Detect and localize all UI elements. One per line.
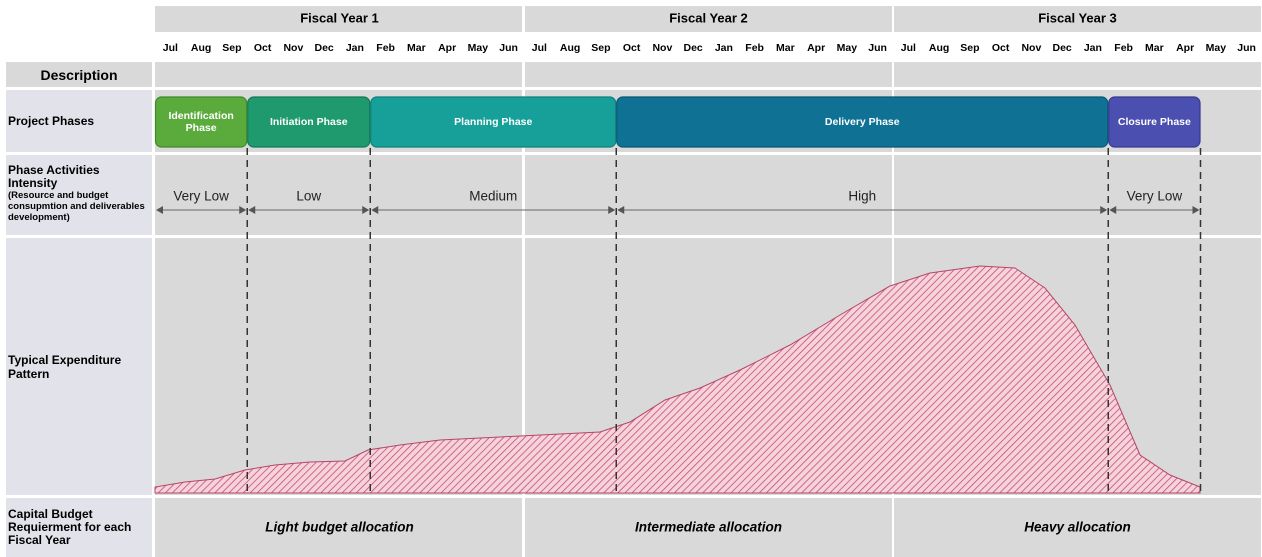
row-cell xyxy=(525,498,892,557)
phase-box xyxy=(247,96,371,148)
phase-label: Closure Phase xyxy=(1117,116,1191,128)
month-label: Jun xyxy=(1237,42,1256,54)
month-label: Feb xyxy=(745,42,764,54)
month-label: Dec xyxy=(1052,42,1071,54)
intensity-label: Very Low xyxy=(173,189,229,204)
fy-header xyxy=(155,6,522,32)
row-cell xyxy=(525,62,892,87)
phase-box xyxy=(370,96,617,148)
month-label: Jan xyxy=(715,42,733,54)
fy-header xyxy=(525,6,892,32)
expenditure-curve xyxy=(154,265,1201,494)
row-label-cell xyxy=(6,155,152,235)
intensity-label: Very Low xyxy=(1127,189,1183,204)
row-label-note: (Resource and budget consupmtion and del… xyxy=(8,190,145,223)
month-label: Jun xyxy=(868,42,887,54)
phase-label-text: Initiation Phase xyxy=(269,116,348,128)
row-label-text: Project Phases xyxy=(8,114,95,128)
month-label: Dec xyxy=(683,42,702,54)
month-label: Aug xyxy=(191,42,211,54)
phase-label-text: Identification Phase xyxy=(168,110,234,134)
month-label: Nov xyxy=(283,42,303,54)
phase-label-text: Delivery Phase xyxy=(824,116,900,128)
row-cell xyxy=(525,155,892,235)
allocation-label: Intermediate allocation xyxy=(635,520,782,535)
month-label: May xyxy=(837,42,858,54)
row-label: Description xyxy=(40,66,118,83)
month-label: Feb xyxy=(1114,42,1133,54)
month-label: Dec xyxy=(314,42,333,54)
phase-label-text: Closure Phase xyxy=(1117,116,1191,128)
intensity-label: High xyxy=(848,189,876,204)
month-label: May xyxy=(1206,42,1227,54)
row-label-cell xyxy=(6,238,152,495)
fy-header xyxy=(894,6,1261,32)
intensity-label: Low xyxy=(296,189,321,204)
row-label-text: Phase Activities Intensity xyxy=(8,163,100,190)
month-label: Mar xyxy=(407,42,426,54)
month-label: Sep xyxy=(222,42,241,54)
month-label: Mar xyxy=(1145,42,1164,54)
row-cell xyxy=(894,155,1261,235)
month-label: Sep xyxy=(960,42,979,54)
month-label: Jul xyxy=(163,42,178,54)
row-cell xyxy=(894,498,1261,557)
row-label: Typical Expenditure Pattern xyxy=(8,352,122,381)
month-label: Oct xyxy=(623,42,641,54)
month-label: Apr xyxy=(807,42,825,54)
phase-label: Initiation Phase xyxy=(269,116,348,128)
phase-box xyxy=(616,96,1109,148)
row-cell xyxy=(155,498,522,557)
month-label: Jan xyxy=(1084,42,1102,54)
row-label: Capital Budget Requierment for each Fisc… xyxy=(8,507,132,547)
month-label: Apr xyxy=(1176,42,1194,54)
row-label-text: Typical Expenditure Pattern xyxy=(8,352,122,381)
phase-box xyxy=(154,96,248,148)
foreground: Fiscal Year 1 Fiscal Year 2 Fiscal Year 3 J… xyxy=(8,10,1256,547)
fy-label: Fiscal Year 2 xyxy=(669,10,748,25)
month-label: Mar xyxy=(776,42,795,54)
month-label: Oct xyxy=(254,42,272,54)
row-label-cell xyxy=(6,90,152,152)
month-label: Jul xyxy=(901,42,916,54)
month-label: May xyxy=(468,42,489,54)
month-label: Oct xyxy=(992,42,1010,54)
month-label: Aug xyxy=(560,42,580,54)
phase-label: Planning Phase xyxy=(454,116,533,128)
row-label-cell xyxy=(6,62,152,87)
month-label: Feb xyxy=(376,42,395,54)
phase-label: Delivery Phase xyxy=(824,116,900,128)
month-label: Sep xyxy=(591,42,610,54)
allocation-label: Light budget allocation xyxy=(265,520,414,535)
row-cell xyxy=(155,62,522,87)
month-label: Nov xyxy=(1021,42,1041,54)
phase-box xyxy=(1108,96,1201,148)
allocation-label: Heavy allocation xyxy=(1024,520,1131,535)
month-label: Jul xyxy=(532,42,547,54)
row-label: Project Phases xyxy=(8,114,95,128)
row-label-text: Description xyxy=(40,66,118,83)
intensity-label: Medium xyxy=(469,189,517,204)
row-label-note-text: (Resource and budget consupmtion and del… xyxy=(8,190,145,223)
phase-label-text: Planning Phase xyxy=(454,116,533,128)
row-cell xyxy=(155,155,522,235)
row-label-cell xyxy=(6,498,152,557)
row-cell xyxy=(894,62,1261,87)
phase-label: Identification Phase xyxy=(168,110,234,134)
month-label: Aug xyxy=(929,42,949,54)
month-label: Nov xyxy=(652,42,672,54)
row-label-text: Capital Budget Requierment for each Fisc… xyxy=(8,507,132,547)
fy-label: Fiscal Year 3 xyxy=(1038,10,1117,25)
row-label: Phase Activities Intensity xyxy=(8,163,100,190)
month-label: Jan xyxy=(346,42,364,54)
month-label: Apr xyxy=(438,42,456,54)
fy-label: Fiscal Year 1 xyxy=(300,10,379,25)
month-label: Jun xyxy=(499,42,518,54)
